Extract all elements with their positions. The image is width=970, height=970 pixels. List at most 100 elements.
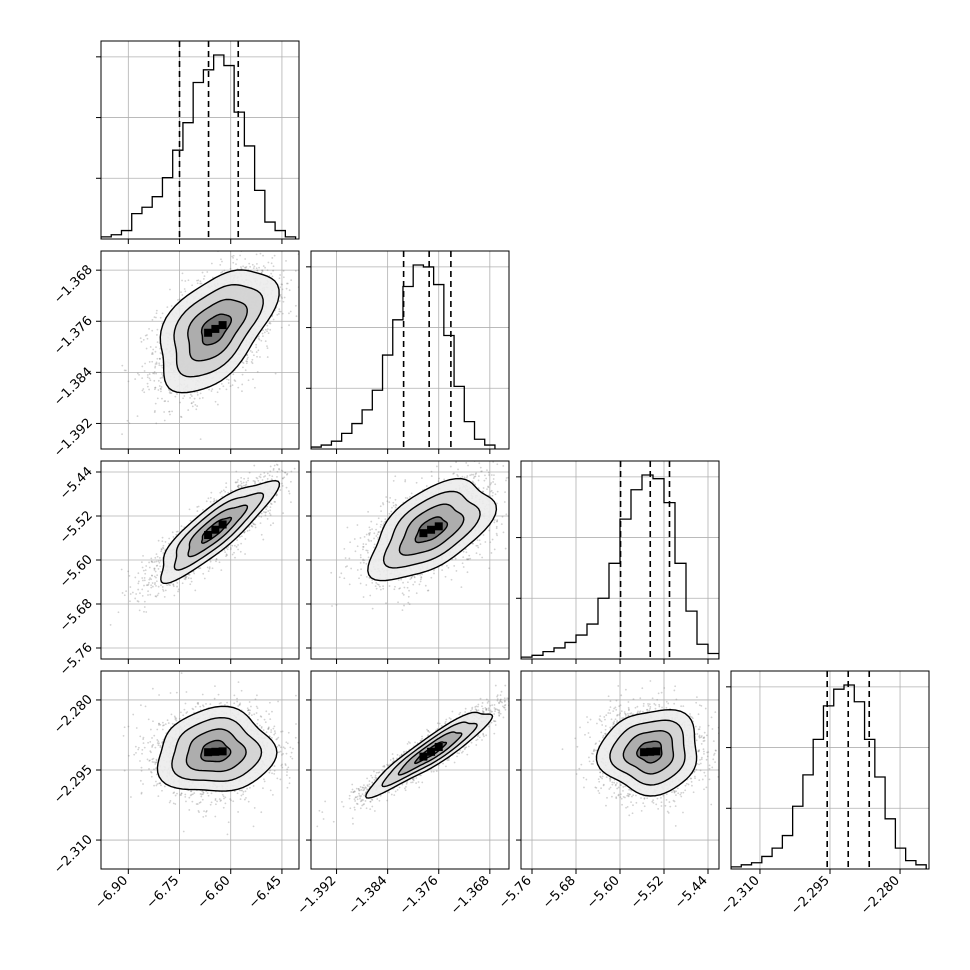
scatter-point [155, 316, 157, 319]
scatter-point [184, 280, 187, 282]
scatter-point [269, 465, 272, 468]
scatter-point [159, 316, 162, 319]
scatter-point [129, 600, 131, 603]
scatter-point [159, 357, 161, 360]
scatter-point [241, 390, 243, 393]
scatter-point [281, 485, 284, 487]
scatter-point [148, 388, 150, 391]
scatter-point [144, 334, 147, 337]
scatter-point [295, 315, 298, 318]
scatter-point [137, 600, 140, 603]
scatter-point [196, 506, 199, 508]
scatter-point [271, 275, 274, 278]
scatter-point [158, 362, 161, 365]
scatter-point [145, 611, 148, 613]
scatter-point [258, 475, 261, 478]
scatter-point [240, 542, 243, 545]
scatter-point [237, 487, 240, 489]
scatter-point [168, 410, 170, 413]
scatter-point [253, 464, 256, 467]
scatter-point [148, 361, 151, 363]
scatter-point [280, 469, 283, 472]
scatter-point [177, 299, 179, 301]
scatter-point [220, 258, 222, 261]
scatter-point [156, 574, 159, 577]
scatter-point [147, 594, 149, 596]
scatter-point [142, 554, 144, 557]
scatter-point [159, 352, 162, 354]
scatter-point [220, 271, 223, 274]
scatter-panel [101, 456, 311, 659]
scatter-point [264, 514, 267, 517]
scatter-point [121, 433, 123, 436]
scatter-point [266, 517, 269, 520]
scatter-point [128, 574, 131, 577]
scatter-point [248, 526, 251, 528]
scatter-point [181, 582, 184, 585]
scatter-point [244, 538, 247, 540]
scatter-point [284, 471, 286, 474]
scatter-point [138, 609, 141, 612]
scatter-point [150, 586, 153, 589]
scatter-point [134, 378, 137, 380]
scatter-point [255, 267, 258, 270]
scatter-point [262, 254, 264, 257]
scatter-point [274, 501, 277, 503]
scatter-point [264, 475, 267, 477]
scatter-point [279, 489, 282, 491]
scatter-point [155, 346, 157, 349]
contour-line [159, 269, 280, 394]
histogram-step [731, 684, 927, 869]
scatter-point [229, 547, 232, 549]
scatter-point [255, 476, 258, 479]
scatter-point [237, 484, 240, 487]
scatter-point [276, 470, 279, 473]
scatter-point [242, 366, 244, 369]
scatter-point [202, 508, 204, 511]
scatter-point [156, 341, 159, 344]
scatter-point [239, 484, 242, 487]
scatter-point [248, 262, 251, 265]
scatter-point [223, 549, 226, 551]
scatter-point [136, 415, 139, 418]
scatter-point [179, 401, 182, 404]
scatter-point [262, 538, 265, 541]
scatter-point [151, 574, 153, 577]
scatter-point [160, 548, 163, 551]
scatter-point [189, 583, 192, 586]
scatter-point [248, 471, 251, 474]
scatter-point [205, 500, 208, 503]
scatter-point [151, 561, 154, 564]
scatter-point [157, 592, 160, 595]
scatter-point [241, 373, 244, 376]
scatter-point [215, 560, 217, 563]
scatter-point [199, 282, 202, 285]
scatter-point [290, 501, 292, 504]
scatter-point [155, 334, 158, 336]
scatter-point [251, 362, 254, 365]
scatter-point [234, 481, 237, 484]
scatter-point [270, 262, 273, 265]
scatter-point [309, 456, 311, 458]
scatter-point [160, 584, 162, 587]
scatter-point [233, 544, 236, 547]
scatter-point [232, 248, 234, 250]
scatter-point [280, 296, 283, 298]
scatter-point [279, 274, 282, 276]
scatter-point [262, 329, 264, 332]
scatter-point [129, 593, 132, 595]
scatter-point [199, 438, 202, 441]
scatter-point [213, 498, 216, 500]
scatter-point [109, 624, 112, 626]
scatter-point [244, 484, 247, 487]
scatter-point [171, 531, 174, 534]
scatter-point [256, 371, 259, 373]
scatter-point [272, 248, 274, 250]
scatter-point [273, 254, 276, 257]
scatter-point [162, 547, 165, 550]
scatter-point [262, 335, 264, 337]
scatter-point [239, 550, 242, 553]
scatter-point [127, 570, 130, 573]
scatter-point [246, 358, 249, 360]
scatter-point [147, 590, 149, 593]
